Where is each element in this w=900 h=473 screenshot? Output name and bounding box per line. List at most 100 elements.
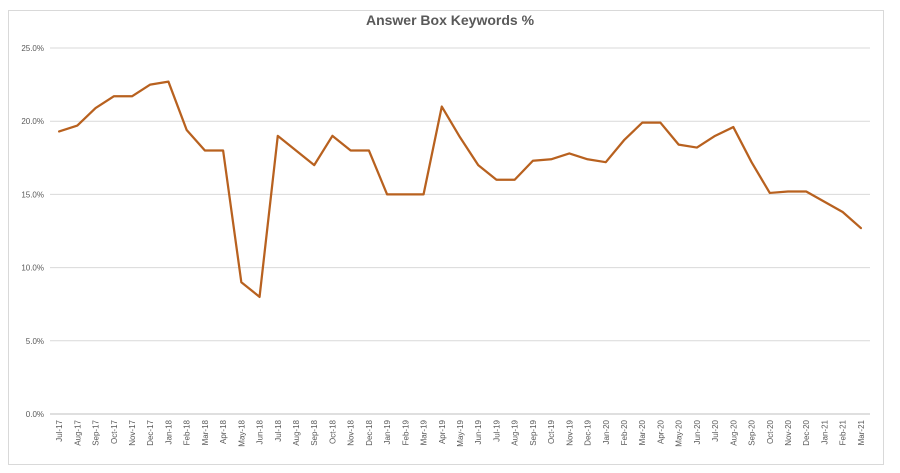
data-point [604,160,608,164]
x-tick-label: Oct-17 [110,419,119,444]
data-point [166,80,170,84]
data-point [148,83,152,87]
data-point [94,106,98,110]
data-point [494,178,498,182]
data-point [768,191,772,195]
data-point [276,134,280,138]
y-tick-label: 0.0% [26,410,44,419]
data-point [130,94,134,98]
y-tick-label: 15.0% [21,190,44,199]
x-tick-label: Jul-17 [55,419,64,441]
data-point [476,163,480,167]
data-point [367,148,371,152]
gridlines [50,47,870,415]
data-point [57,129,61,133]
x-tick-label: Apr-19 [438,419,447,444]
x-tick-label: May-20 [675,419,684,446]
x-tick-label: Apr-20 [656,419,665,444]
x-tick-label: Jan-18 [164,419,173,444]
y-tick-label: 5.0% [26,337,44,346]
data-point [640,121,644,125]
data-point [731,125,735,129]
x-tick-label: Mar-19 [420,419,429,445]
x-tick-label: Sep-19 [529,419,538,445]
data-point [440,105,444,109]
x-tick-label: Jan-19 [383,419,392,444]
x-tick-label: Aug-20 [729,419,738,445]
x-tick-label: Dec-18 [365,419,374,445]
x-tick-label: May-19 [456,419,465,446]
data-point [695,146,699,150]
x-tick-label: Jun-18 [256,419,265,444]
x-tick-label: Aug-19 [511,419,520,445]
data-point [294,148,298,152]
x-tick-label: Jun-20 [693,419,702,444]
x-tick-label: Sep-17 [92,419,101,445]
data-point [258,295,262,299]
x-tick-label: Jul-18 [274,419,283,441]
x-tick-label: Sep-20 [748,419,757,445]
data-point [586,157,590,161]
data-point [330,134,334,138]
data-point [75,124,79,128]
data-point [349,148,353,152]
x-tick-label: Jul-20 [711,419,720,441]
data-point [677,143,681,147]
x-tick-label: Nov-17 [128,419,137,445]
data-point [203,148,207,152]
data-point [549,157,553,161]
y-axis-tick-labels: 0.0% 5.0% 10.0% 15.0% 20.0% 25.0% [21,44,44,419]
x-tick-label: Feb-19 [401,419,410,445]
data-point [458,135,462,139]
y-tick-label: 25.0% [21,44,44,53]
data-point [239,280,243,284]
data-point [822,200,826,204]
x-tick-label: Feb-20 [620,419,629,445]
chart-area [8,10,884,465]
data-point [422,192,426,196]
series-line [57,80,863,299]
x-tick-label: Nov-19 [565,419,574,445]
data-point [804,189,808,193]
x-axis-tick-labels: Jul-17 Aug-17 Sep-17 Oct-17 Nov-17 Dec-17 Jan-… [55,419,866,446]
x-tick-label: Aug-17 [73,419,82,445]
x-tick-label: Sep-18 [310,419,319,445]
data-point [221,148,225,152]
data-point [658,121,662,125]
x-tick-label: Feb-18 [183,419,192,445]
data-point [567,151,571,155]
chart-title: Answer Box Keywords % [365,12,535,28]
x-tick-label: Mar-20 [638,419,647,445]
data-point [859,226,863,230]
x-tick-label: Mar-21 [857,419,866,445]
series-layer [57,80,863,299]
x-tick-label: Jan-20 [602,419,611,444]
data-point [786,189,790,193]
x-tick-label: Jul-19 [492,419,501,441]
x-tick-label: Mar-18 [201,419,210,445]
x-tick-label: May-18 [237,419,246,446]
data-point [185,128,189,132]
x-tick-label: Nov-18 [347,419,356,445]
data-point [312,163,316,167]
x-tick-label: Jan-21 [820,419,829,444]
data-point [750,160,754,164]
data-point [841,210,845,214]
x-tick-label: Oct-18 [328,419,337,444]
data-point [385,192,389,196]
y-tick-label: 10.0% [21,264,44,273]
x-tick-label: Oct-20 [766,419,775,444]
data-point [112,94,116,98]
x-tick-label: Dec-17 [146,419,155,445]
x-tick-label: Jun-19 [474,419,483,444]
data-point [513,178,517,182]
x-tick-label: Aug-18 [292,419,301,445]
data-point [622,138,626,142]
x-tick-label: Dec-19 [584,419,593,445]
data-point [713,134,717,138]
x-tick-label: Nov-20 [784,419,793,445]
x-tick-label: Feb-21 [839,419,848,445]
x-tick-label: Oct-19 [547,419,556,444]
data-point [531,159,535,163]
